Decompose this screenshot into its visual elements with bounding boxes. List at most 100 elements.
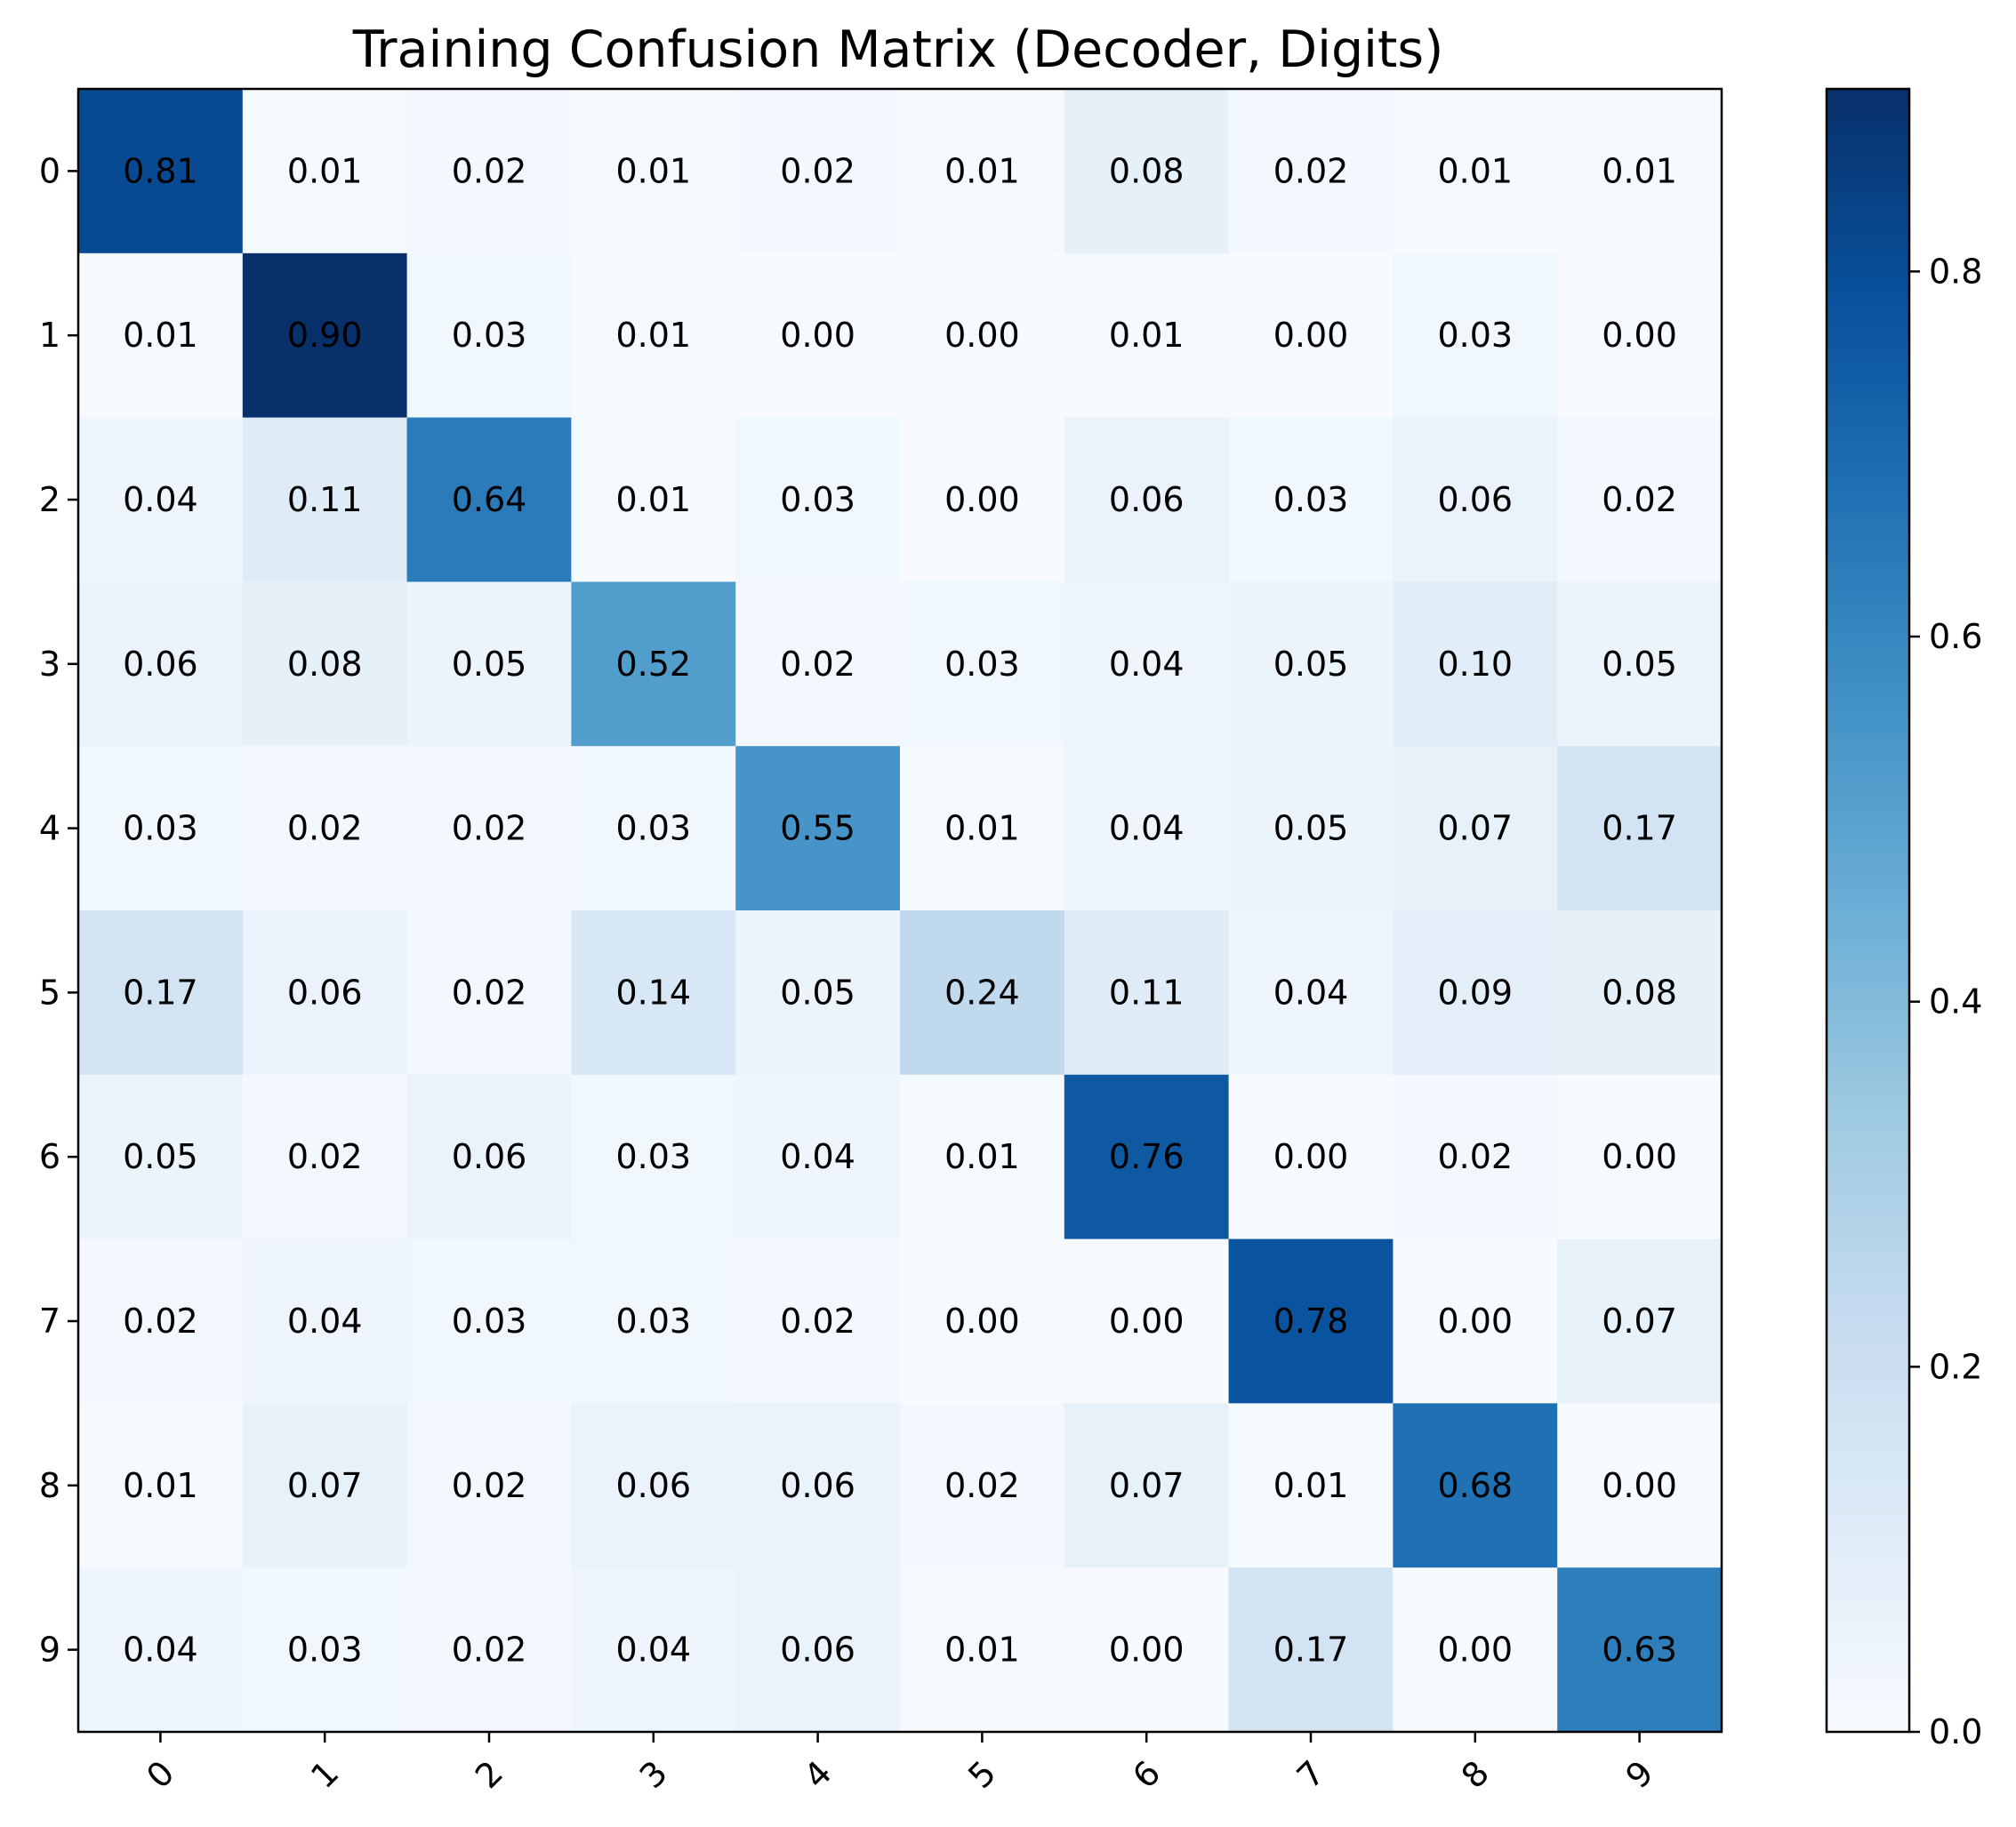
cell-value-label: 0.09	[1437, 973, 1513, 1012]
cell-value-label: 0.01	[944, 1631, 1020, 1670]
y-tick-label: 7	[39, 1302, 60, 1341]
heatmap-cell	[735, 1074, 901, 1240]
cell-value-label: 0.01	[944, 1137, 1020, 1176]
cell-value-label: 0.02	[452, 973, 527, 1012]
y-tick-label: 0	[39, 151, 60, 190]
colorbar-tick-label: 0.4	[1929, 982, 1982, 1022]
colorbar-tick-label: 0.0	[1929, 1712, 1982, 1751]
cell-value-label: 0.02	[123, 1302, 198, 1341]
heatmap-cell	[1064, 581, 1230, 747]
cell-value-label: 0.03	[123, 809, 198, 848]
heatmap-cell	[1557, 910, 1723, 1076]
cell-value-label: 0.00	[1602, 1137, 1677, 1176]
chart-title: Training Confusion Matrix (Decoder, Digi…	[352, 20, 1444, 79]
cell-value-label: 0.06	[452, 1137, 527, 1176]
heatmap-cells	[78, 89, 1723, 1733]
cell-value-label: 0.04	[287, 1302, 363, 1341]
y-tick-label: 1	[39, 316, 60, 355]
heatmap-cell	[406, 746, 572, 911]
heatmap-cell	[1064, 417, 1230, 582]
heatmap-cell	[1557, 417, 1723, 582]
heatmap-cell	[571, 746, 736, 911]
cell-value-label: 0.00	[944, 480, 1020, 519]
cell-value-label: 0.03	[1273, 480, 1349, 519]
cell-value-label: 0.06	[1109, 480, 1185, 519]
y-tick-label: 5	[39, 973, 60, 1012]
cell-value-label: 0.68	[1437, 1466, 1513, 1505]
heatmap-cell	[242, 89, 408, 254]
cell-value-label: 0.01	[1109, 316, 1185, 355]
cell-value-label: 0.01	[123, 1466, 198, 1505]
cell-value-label: 0.03	[1437, 316, 1513, 355]
cell-value-label: 0.02	[287, 809, 363, 848]
heatmap-cell	[1393, 1567, 1558, 1733]
heatmap-cell	[1064, 1567, 1230, 1733]
cell-value-label: 0.03	[287, 1631, 363, 1670]
heatmap-cell	[1557, 1567, 1723, 1733]
heatmap-cell	[78, 1238, 244, 1404]
heatmap-cell	[242, 252, 408, 419]
cell-labels: 0.81 0.01 0.02 0.01 0.02 0.01 0.08 0.02 0.01 0.01…	[123, 151, 1677, 1669]
heatmap-cell	[1557, 746, 1723, 911]
x-axis-ticks: 0 1 2 3 4 5 6 7 8 9	[139, 1732, 1661, 1796]
heatmap-cell	[406, 1074, 572, 1240]
heatmap-cell	[406, 1238, 572, 1404]
cell-value-label: 0.02	[780, 151, 855, 190]
cell-value-label: 0.02	[452, 1631, 527, 1670]
heatmap-cell	[242, 1074, 408, 1240]
cell-value-label: 0.17	[1602, 809, 1677, 848]
heatmap-cell	[406, 910, 572, 1076]
heatmap-cell	[242, 1403, 408, 1568]
heatmap-cell	[78, 1074, 244, 1240]
heatmap-cell	[1228, 89, 1394, 254]
cell-value-label: 0.00	[1437, 1631, 1513, 1670]
heatmap-cell	[1064, 910, 1230, 1076]
y-axis-ticks: 0 1 2 3 4 5 6 7 8 9	[39, 151, 78, 1670]
heatmap-cell	[900, 1567, 1065, 1733]
heatmap-cell	[735, 1567, 901, 1733]
cell-value-label: 0.01	[944, 809, 1020, 848]
heatmap-cell	[1393, 89, 1558, 254]
cell-value-label: 0.00	[1273, 1137, 1349, 1176]
cell-value-label: 0.01	[615, 151, 691, 190]
heatmap-cell	[900, 1403, 1065, 1568]
heatmap-cell	[406, 1403, 572, 1568]
cell-value-label: 0.05	[1273, 809, 1349, 848]
heatmap-cell	[406, 417, 572, 582]
cell-value-label: 0.17	[1273, 1631, 1349, 1670]
heatmap-cell	[1393, 581, 1558, 747]
x-tick-label: 6	[1125, 1753, 1168, 1796]
cell-value-label: 0.08	[287, 645, 363, 684]
heatmap-cell	[1393, 746, 1558, 911]
heatmap-cell	[1393, 417, 1558, 582]
heatmap-cell	[78, 1567, 244, 1733]
heatmap-cell	[571, 1238, 736, 1404]
heatmap-cell	[900, 1074, 1065, 1240]
colorbar-tick-label: 0.8	[1929, 252, 1982, 291]
cell-value-label: 0.81	[123, 151, 198, 190]
cell-value-label: 0.02	[287, 1137, 363, 1176]
cell-value-label: 0.07	[1109, 1466, 1185, 1505]
heatmap-cell	[406, 252, 572, 419]
heatmap-cell	[78, 581, 244, 747]
heatmap-cell	[735, 1238, 901, 1404]
colorbar-ticks: 0.0 0.2 0.4 0.6 0.8	[1909, 252, 1982, 1751]
x-tick-label: 0	[139, 1753, 181, 1796]
heatmap-cell	[735, 417, 901, 582]
heatmap-cell	[735, 910, 901, 1076]
cell-value-label: 0.05	[123, 1137, 198, 1176]
heatmap-cell	[78, 1403, 244, 1568]
cell-value-label: 0.02	[780, 645, 855, 684]
x-tick-label: 5	[960, 1753, 1003, 1796]
cell-value-label: 0.90	[287, 316, 363, 355]
cell-value-label: 0.02	[1437, 1137, 1513, 1176]
cell-value-label: 0.00	[1109, 1631, 1185, 1670]
cell-value-label: 0.02	[452, 1466, 527, 1505]
heatmap-cell	[1064, 89, 1230, 254]
colorbar-tick-label: 0.6	[1929, 617, 1982, 656]
heatmap-cell	[900, 581, 1065, 747]
y-tick-label: 6	[39, 1137, 60, 1176]
heatmap-cell	[571, 89, 736, 254]
